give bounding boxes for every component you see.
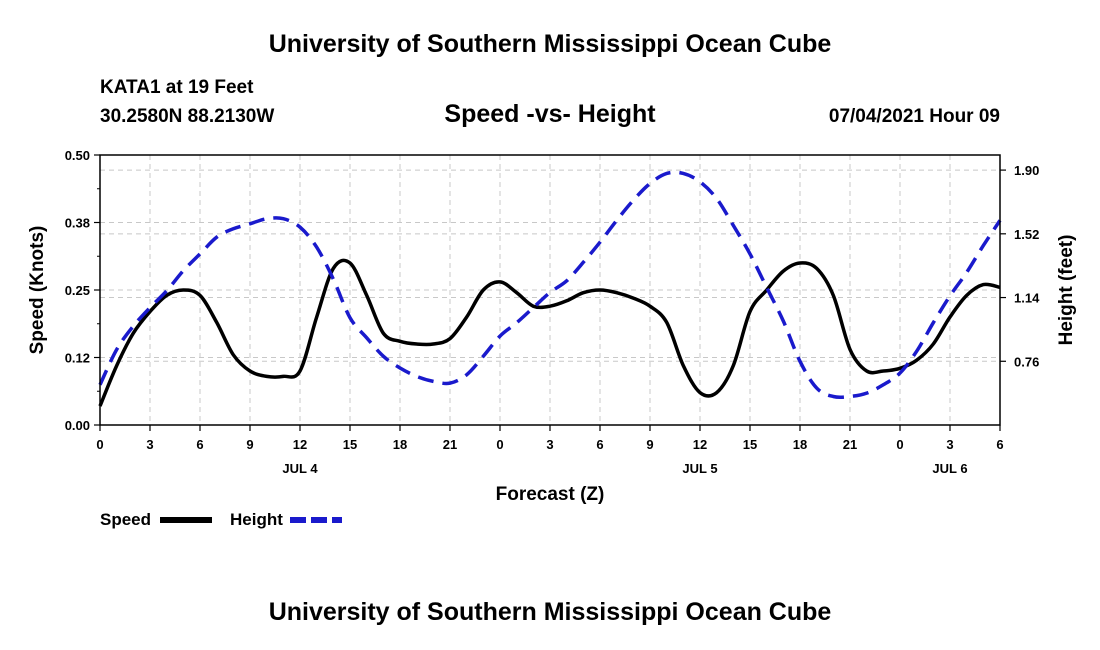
footer-title: University of Southern Mississippi Ocean… (268, 598, 832, 626)
x-tick-label: 6 (596, 437, 603, 452)
x-tick-label: 18 (393, 437, 407, 452)
x-tick-label: 12 (693, 437, 707, 452)
tick-layer: 0 3 6 9 12 15 18 21 0 3 6 9 12 15 18 21 0 3 6 JUL 4 JUL 5 JUL… (65, 148, 1040, 476)
y-tick-label-left: 0.25 (65, 283, 90, 298)
x-tick-label: 3 (946, 437, 953, 452)
y-axis-title-right: Height (feet) (1056, 235, 1077, 346)
x-tick-label: 0 (96, 437, 103, 452)
x-tick-label: 18 (793, 437, 807, 452)
y-tick-label-left: 0.50 (65, 148, 90, 163)
x-tick-label: 15 (743, 437, 757, 452)
grid-lines (100, 155, 1000, 425)
legend-height-label: Height (230, 510, 283, 529)
chart-title: Speed -vs- Height (444, 100, 656, 128)
date-label: JUL 5 (682, 461, 717, 476)
legend-speed-label: Speed (100, 510, 151, 529)
date-label: JUL 6 (932, 461, 967, 476)
x-tick-label: 3 (146, 437, 153, 452)
legend: Speed Height (100, 510, 342, 529)
x-tick-label: 0 (496, 437, 503, 452)
forecast-datetime: 07/04/2021 Hour 09 (828, 106, 1000, 127)
x-tick-label: 3 (546, 437, 553, 452)
y-tick-label-right: 0.76 (1014, 354, 1039, 369)
y-axis-title-left: Speed (Knots) (27, 226, 48, 355)
series-line-height (98, 170, 1002, 399)
x-tick-label: 9 (646, 437, 653, 452)
station-coordinates: 30.2580N 88.2130W (100, 106, 275, 127)
x-tick-label: 21 (843, 437, 857, 452)
x-tick-label: 9 (246, 437, 253, 452)
y-tick-label-left: 0.00 (65, 418, 90, 433)
y-tick-label-left: 0.38 (65, 216, 90, 231)
x-tick-label: 21 (443, 437, 457, 452)
series-line-speed (98, 258, 1001, 407)
y-tick-label-right: 1.14 (1014, 291, 1040, 306)
x-tick-label: 6 (996, 437, 1003, 452)
x-tick-label: 0 (896, 437, 903, 452)
x-tick-label: 6 (196, 437, 203, 452)
x-axis-title: Forecast (Z) (496, 484, 605, 505)
page-title: University of Southern Mississippi Ocean… (268, 30, 832, 58)
y-tick-label-left: 0.12 (65, 351, 90, 366)
x-tick-label: 12 (293, 437, 307, 452)
station-label: KATA1 at 19 Feet (100, 77, 254, 98)
series-layer (98, 170, 1002, 407)
y-tick-label-right: 1.52 (1014, 227, 1039, 242)
date-label: JUL 4 (282, 461, 318, 476)
x-tick-label: 15 (343, 437, 357, 452)
y-tick-label-right: 1.90 (1014, 163, 1039, 178)
